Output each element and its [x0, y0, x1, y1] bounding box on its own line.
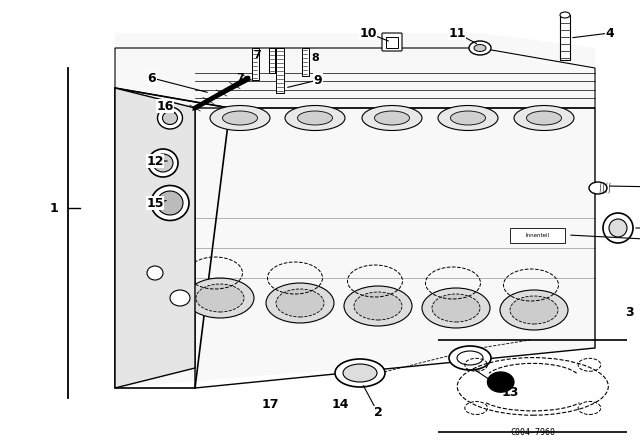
Text: 13: 13 [501, 387, 518, 400]
Text: 7: 7 [236, 73, 244, 83]
Ellipse shape [285, 105, 345, 130]
Ellipse shape [163, 112, 177, 125]
Text: 3: 3 [626, 306, 634, 319]
Ellipse shape [343, 364, 377, 382]
Text: 7: 7 [253, 50, 261, 60]
Ellipse shape [151, 185, 189, 220]
Text: 1: 1 [50, 202, 58, 215]
Bar [269, 48, 275, 73]
Ellipse shape [170, 290, 190, 306]
Ellipse shape [157, 107, 182, 129]
Ellipse shape [344, 286, 412, 326]
Ellipse shape [335, 359, 385, 387]
Ellipse shape [432, 294, 480, 322]
Bar [510, 228, 565, 243]
Text: 11: 11 [448, 26, 466, 39]
Ellipse shape [298, 111, 333, 125]
Ellipse shape [589, 182, 607, 194]
Polygon shape [115, 88, 195, 388]
Ellipse shape [449, 346, 491, 370]
Text: C004-7960: C004-7960 [510, 428, 556, 437]
Text: 4: 4 [605, 26, 614, 39]
Ellipse shape [362, 105, 422, 130]
Ellipse shape [510, 296, 558, 324]
Text: Innenteil: Innenteil [525, 233, 549, 237]
Ellipse shape [196, 284, 244, 312]
Text: 6: 6 [148, 72, 156, 85]
Ellipse shape [210, 105, 270, 130]
Ellipse shape [438, 105, 498, 130]
Ellipse shape [469, 41, 491, 55]
Text: 10: 10 [359, 26, 377, 39]
Text: 14: 14 [332, 399, 349, 412]
FancyBboxPatch shape [382, 33, 402, 51]
Bar [276, 48, 284, 93]
Ellipse shape [148, 149, 178, 177]
Bar [386, 37, 398, 48]
Ellipse shape [157, 191, 183, 215]
Ellipse shape [186, 278, 254, 318]
Ellipse shape [422, 288, 490, 328]
Ellipse shape [514, 105, 574, 130]
Text: 12: 12 [147, 155, 164, 168]
Ellipse shape [527, 111, 561, 125]
Bar [252, 48, 259, 80]
Text: 16: 16 [156, 99, 173, 112]
Ellipse shape [560, 12, 570, 18]
Ellipse shape [276, 289, 324, 317]
Ellipse shape [374, 111, 410, 125]
Ellipse shape [451, 111, 486, 125]
Ellipse shape [488, 372, 514, 392]
Text: 17: 17 [261, 399, 279, 412]
Ellipse shape [354, 292, 402, 320]
Ellipse shape [153, 154, 173, 172]
Ellipse shape [457, 351, 483, 365]
Text: 9: 9 [314, 73, 323, 86]
Ellipse shape [223, 111, 257, 125]
Ellipse shape [266, 283, 334, 323]
Ellipse shape [147, 266, 163, 280]
Ellipse shape [609, 219, 627, 237]
Bar [560, 15, 570, 60]
Ellipse shape [500, 290, 568, 330]
Ellipse shape [474, 44, 486, 52]
Polygon shape [115, 33, 595, 388]
Text: 8: 8 [311, 53, 319, 63]
Bar [302, 48, 309, 76]
Text: 2: 2 [374, 406, 382, 419]
Text: 15: 15 [147, 197, 164, 210]
Ellipse shape [603, 213, 633, 243]
